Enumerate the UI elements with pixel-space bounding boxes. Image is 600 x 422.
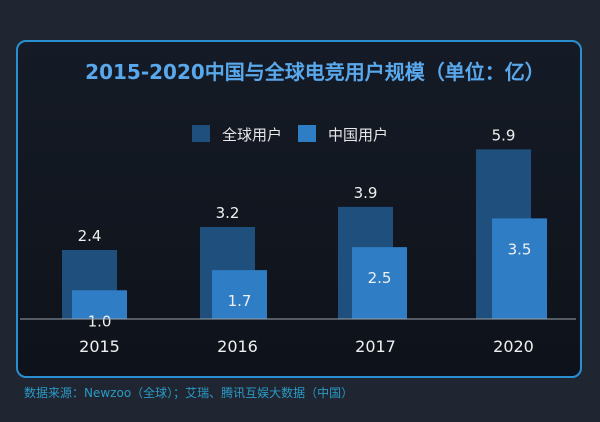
data-label: 1.0 [88,312,112,330]
data-label: 2.5 [368,269,392,287]
data-label: 2.4 [78,227,102,245]
data-label: 3.2 [216,204,240,222]
legend-swatch [298,125,316,142]
data-label: 3.9 [354,184,378,202]
chart-title: 2015-2020中国与全球电竞用户规模（单位：亿） [85,60,545,84]
bar-china-2016 [212,270,267,319]
x-tick-label: 2015 [79,337,120,356]
source-note: 数据来源：Newzoo（全球）；艾瑞、腾讯互娱大数据（中国） [24,386,354,400]
data-label: 5.9 [492,126,516,144]
legend-label: 全球用户 [222,126,282,144]
bar-china-2020 [492,218,547,319]
legend-swatch [192,125,210,142]
bar-china-2015 [72,290,127,319]
x-tick-label: 2016 [217,337,258,356]
bar-china-2017 [352,247,407,319]
x-tick-label: 2017 [355,337,396,356]
data-label: 3.5 [508,240,532,258]
data-label: 1.7 [228,292,252,310]
x-tick-label: 2020 [493,337,534,356]
legend-label: 中国用户 [328,126,388,144]
